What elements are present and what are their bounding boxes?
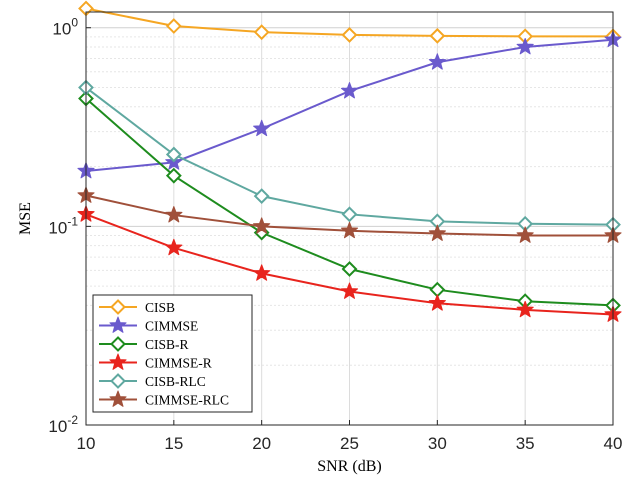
data-point-cimmse-r: [428, 294, 446, 311]
legend-label-cisb: CISB: [145, 300, 175, 315]
data-point-cisb: [165, 18, 182, 34]
legend-label-cisb-r: CISB-R: [145, 337, 189, 352]
data-point-cimmse-r: [516, 300, 534, 318]
legend-label-cimmse-r: CIMMSE-R: [145, 356, 212, 371]
legend-label-cimmse: CIMMSE: [145, 319, 198, 334]
legend-marker-cisb-rlc: [110, 373, 126, 389]
data-point-cimmse-rlc: [340, 221, 359, 239]
legend: CISB CIMMSE CISB-R CIMMSE-R CISB-RLC CIMMSE-R…: [92, 294, 253, 413]
data-point-cisb-rlc: [341, 206, 358, 223]
data-point-cimmse-rlc: [516, 226, 534, 243]
data-point-cisb: [429, 27, 446, 44]
data-point-cimmse-rlc: [165, 206, 183, 223]
data-point-cimmse-rlc: [253, 217, 271, 234]
legend-marker-cimmse-rlc: [109, 390, 127, 407]
x-tick-label: 15: [164, 434, 183, 453]
data-point-cisb: [253, 24, 270, 41]
legend-marker-cisb: [110, 299, 126, 315]
legend-marker-cimmse-r: [109, 353, 127, 370]
data-point-cimmse: [253, 119, 271, 137]
x-tick-label: 30: [428, 434, 447, 453]
data-point-cimmse: [428, 53, 446, 70]
legend-label-cisb-rlc: CISB-RLC: [145, 374, 206, 389]
y-axis-label: MSE: [17, 202, 34, 235]
legend-label-cimmse-rlc: CIMMSE-RLC: [145, 393, 229, 408]
y-tick-label: 100: [52, 16, 78, 39]
x-axis-label: SNR (dB): [317, 458, 381, 475]
data-point-cisb-r: [341, 261, 358, 277]
data-point-cisb-r: [165, 167, 182, 184]
data-point-cimmse-r: [253, 264, 271, 281]
legend-box: [92, 294, 253, 413]
data-point-cimmse: [340, 82, 359, 99]
legend-marker-cimmse: [109, 316, 127, 333]
x-tick-label: 40: [604, 434, 623, 453]
x-tick-label: 20: [252, 434, 271, 453]
legend-marker-cisb-r: [110, 336, 126, 352]
x-tick-label: 10: [77, 434, 96, 453]
series-cimmse-r: [77, 205, 622, 322]
x-tick-label: 35: [516, 434, 535, 453]
y-tick-label: 10-2: [48, 413, 78, 436]
data-point-cisb: [341, 27, 358, 43]
data-point-cimmse-rlc: [428, 224, 446, 241]
data-point-cimmse-r: [165, 238, 183, 256]
data-point-cimmse: [516, 37, 534, 55]
data-point-cisb-rlc: [253, 188, 270, 205]
tick-labels: 10 15 20 25 30 35 40 100 10-1 10-2: [48, 16, 622, 453]
data-point-cimmse-r: [340, 282, 359, 299]
y-tick-label: 10-1: [48, 214, 78, 237]
data-point-cisb-rlc: [165, 146, 182, 163]
x-tick-label: 25: [340, 434, 359, 453]
data-point-cisb-r: [429, 281, 446, 298]
